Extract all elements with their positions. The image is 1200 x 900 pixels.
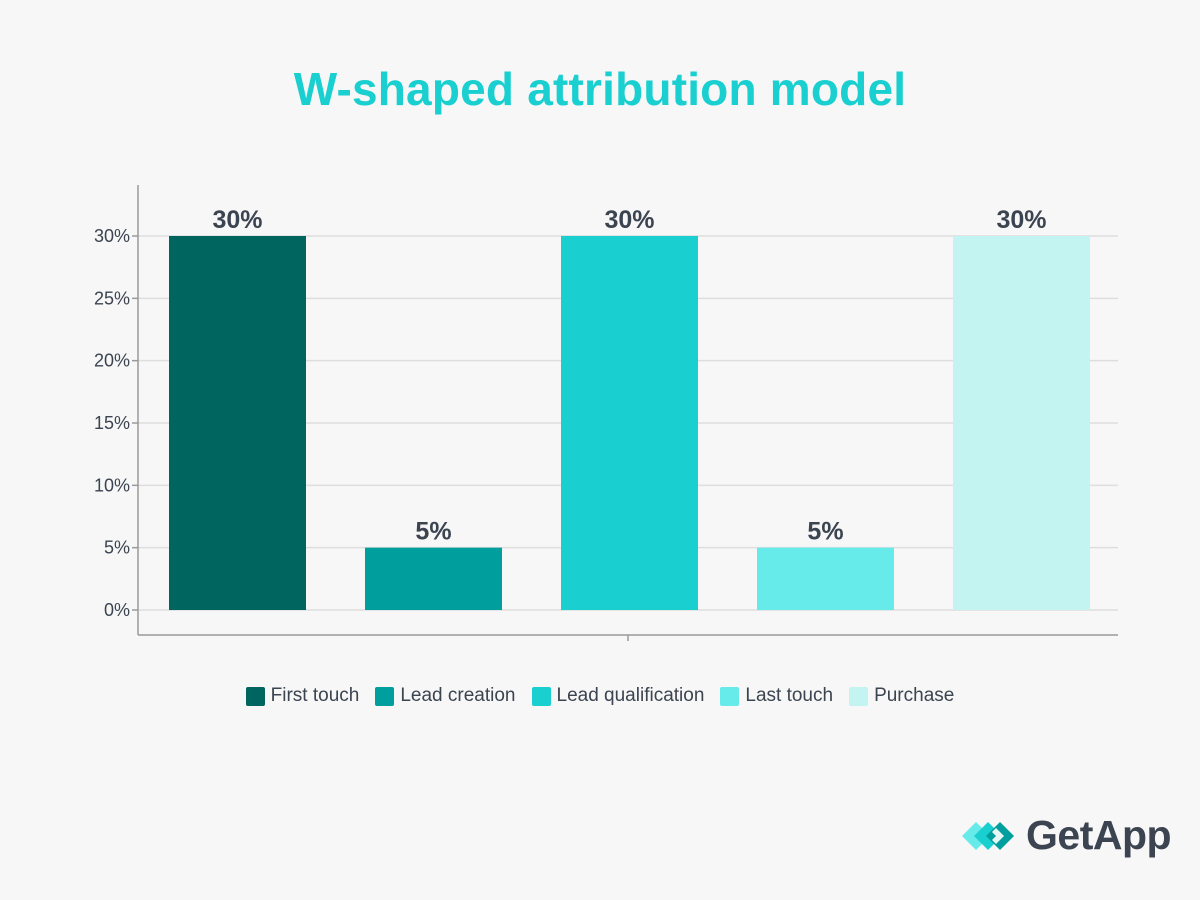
bar-lead-creation [365, 547, 502, 610]
data-label: 30% [604, 206, 654, 234]
legend-item: Last touch [720, 685, 833, 707]
bar-chart: 0% 5% 10% 15% 20% 25% 30% 30% 5% 30% 5% 30% [94, 185, 1118, 641]
getapp-logo-icon [962, 821, 1014, 850]
legend-label: Lead qualification [556, 685, 705, 706]
y-tick-label: 30% [94, 226, 130, 246]
legend-label: Purchase [874, 685, 955, 706]
legend-label: Lead creation [400, 685, 516, 706]
legend-swatch [531, 686, 551, 706]
bar-lead-qualification [561, 236, 698, 610]
chart-title: W-shaped attribution model [293, 63, 907, 115]
data-label: 5% [807, 518, 843, 546]
legend-swatch [375, 686, 395, 706]
y-tick-label: 25% [94, 288, 130, 308]
data-label: 30% [212, 206, 262, 234]
getapp-logo: GetApp [962, 812, 1172, 859]
bars [169, 236, 1090, 610]
legend-swatch [720, 686, 740, 706]
bar-last-touch [757, 547, 894, 610]
bar-purchase [953, 236, 1090, 610]
legend-label: First touch [270, 685, 360, 706]
y-tick-label: 10% [94, 475, 130, 495]
legend-swatch [245, 686, 265, 706]
legend-item: Lead qualification [531, 685, 705, 707]
legend-label: Last touch [745, 685, 834, 706]
legend-item: Purchase [849, 685, 954, 707]
data-label: 5% [415, 518, 451, 546]
y-tick-label: 20% [94, 351, 130, 371]
logo-text: GetApp [1026, 812, 1172, 858]
axes: 0% 5% 10% 15% 20% 25% 30% [94, 185, 1118, 641]
y-tick-label: 15% [94, 413, 130, 433]
y-tick-label: 0% [104, 600, 130, 620]
data-labels: 30% 5% 30% 5% 30% [212, 206, 1046, 546]
y-tick-label: 5% [104, 538, 130, 558]
legend-item: Lead creation [375, 685, 516, 707]
legend: First touch Lead creation Lead qualificati… [0, 685, 1200, 707]
data-label: 30% [996, 206, 1046, 234]
bar-first-touch [169, 236, 306, 610]
legend-item: First touch [245, 685, 360, 707]
legend-swatch [849, 686, 869, 706]
